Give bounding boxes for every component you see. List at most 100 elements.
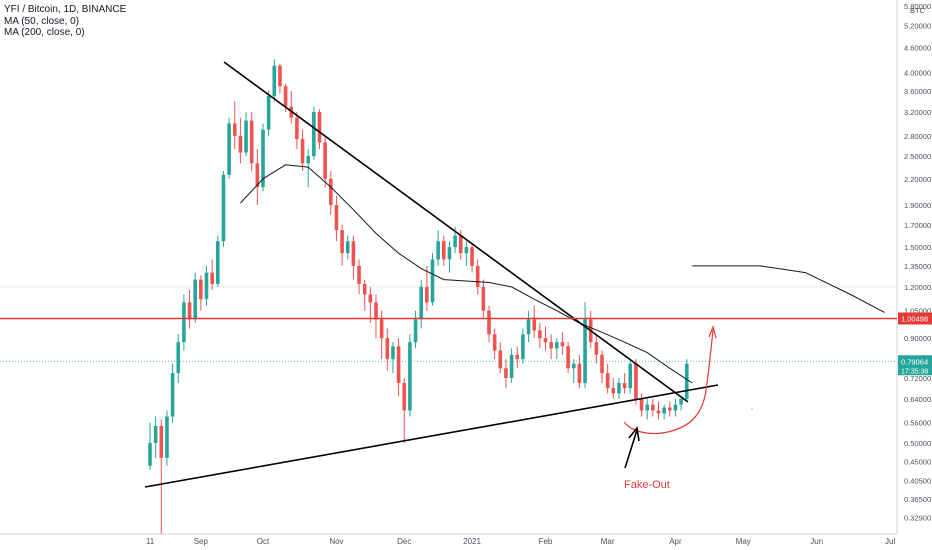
candle (634, 359, 638, 405)
candle (249, 112, 254, 171)
candle-body (453, 235, 457, 248)
candle (464, 241, 469, 266)
candle-body (238, 135, 243, 153)
indicator-ma200[interactable]: MA (200, close, 0) (4, 27, 85, 38)
candle (628, 359, 633, 394)
candle (306, 149, 310, 188)
candle (577, 354, 582, 389)
candle (204, 265, 209, 306)
x-tick-label: Apr (669, 537, 682, 546)
candle-body (538, 330, 542, 339)
candle (651, 398, 655, 417)
candle (566, 342, 570, 374)
candle (560, 332, 565, 355)
candle-body (430, 259, 435, 303)
candle-body (560, 342, 565, 347)
candle-body (628, 363, 633, 389)
candle (374, 294, 378, 339)
y-tick-label: 2.80000 (904, 132, 931, 141)
candle (159, 419, 164, 534)
candle (317, 109, 322, 150)
candle-body (498, 350, 503, 369)
candle-body (583, 319, 587, 383)
candle-body (357, 265, 361, 284)
candle (391, 342, 395, 374)
y-tick-label: 3.20000 (904, 108, 931, 117)
candle (622, 373, 627, 394)
candle-body (634, 363, 638, 399)
ma50-line (240, 164, 693, 384)
candle-body (261, 129, 265, 188)
candle-body (651, 404, 655, 411)
candle-body (323, 142, 327, 179)
candle-body (662, 407, 666, 414)
candle-body (617, 382, 621, 394)
candle-body (504, 368, 508, 378)
candle-body (396, 346, 401, 383)
candle (532, 305, 536, 339)
candle (312, 106, 316, 160)
candle-body (492, 334, 497, 351)
candles (148, 59, 689, 534)
candle (368, 286, 373, 323)
candle-body (272, 65, 277, 97)
candle-body (210, 272, 214, 284)
candle (413, 310, 418, 349)
y-tick-label: 0.64000 (904, 395, 931, 404)
candle (470, 244, 474, 273)
y-axis: 0.32900 0.36500 0.40500 0.45000 0.50000 0.560… (896, 0, 931, 534)
candle-body (300, 139, 305, 164)
y-tick-label: 0.40500 (904, 477, 931, 486)
candle (419, 279, 423, 329)
candle-body (475, 265, 480, 287)
candle (266, 91, 271, 136)
candle-body (306, 156, 310, 164)
x-tick-label: May (736, 537, 751, 546)
x-tick-label: Oct (257, 537, 270, 546)
candle (543, 326, 548, 351)
candle (261, 123, 265, 192)
candle (481, 279, 486, 320)
candle (600, 350, 604, 383)
candle (549, 334, 553, 360)
candle-body (464, 247, 469, 254)
candle (255, 149, 260, 205)
price-tag-bg (898, 355, 932, 376)
candle-body (216, 241, 220, 284)
dot-marker (751, 408, 753, 410)
candle (357, 259, 361, 295)
candle (289, 91, 294, 124)
y-tick-label: 4.60000 (904, 43, 931, 52)
candle (238, 117, 243, 164)
candle-body (295, 117, 299, 140)
candle (555, 338, 559, 360)
candle-body (362, 283, 367, 295)
indicator-ma50[interactable]: MA (50, close, 0) (4, 15, 80, 27)
candle-body (345, 241, 350, 254)
candle (442, 235, 446, 266)
y-tick-label: 1.35000 (904, 262, 931, 271)
candle (165, 410, 169, 466)
candle (244, 112, 248, 157)
candle-body (549, 342, 553, 349)
x-axis: 11 Sep Oct Nov Dec 2021 Feb Mar Apr May Jun Jul (0, 533, 897, 546)
candle (182, 294, 186, 351)
candle-body (159, 425, 164, 458)
y-tick-label: 0.56000 (904, 419, 931, 428)
support-trendline (144, 384, 719, 488)
y-tick-label: 0.72000 (904, 374, 931, 383)
candle-body (221, 174, 226, 242)
candle-body (447, 247, 452, 260)
chart-legend: YFI / Bitcoin, 1D, BINANCE MA (50, close… (4, 4, 126, 39)
candle-body (600, 354, 604, 374)
candle-body (577, 363, 582, 383)
candle (662, 404, 666, 420)
candle-body (521, 334, 525, 360)
candle (385, 328, 390, 371)
candle (221, 170, 226, 248)
x-tick-label: Nov (329, 537, 343, 546)
candle-body (374, 302, 378, 320)
candle (430, 253, 435, 306)
x-tick-label: Jul (885, 537, 895, 546)
